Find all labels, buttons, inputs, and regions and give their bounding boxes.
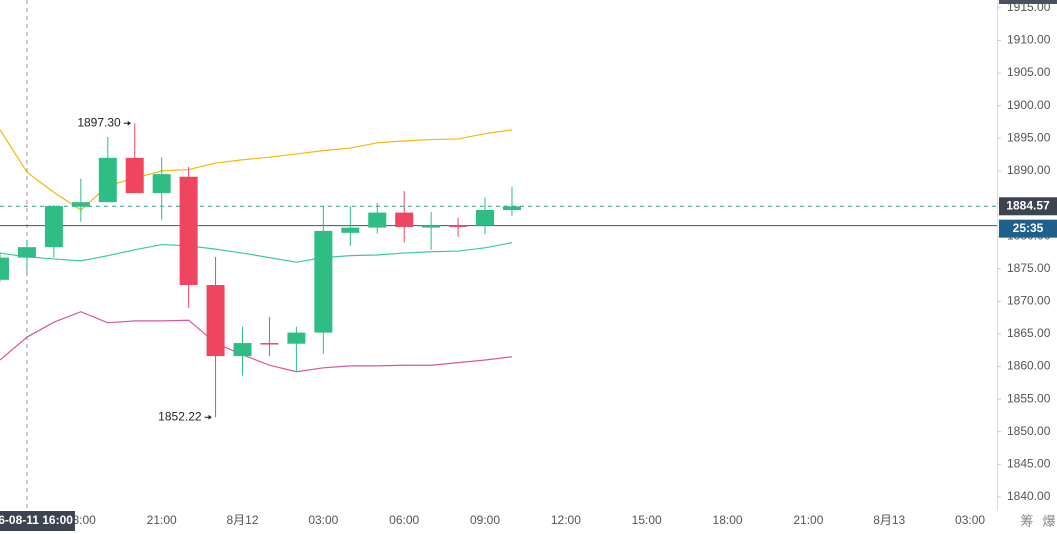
x-tick-label: 15:00: [632, 513, 662, 527]
corner-icon: 爆: [1042, 513, 1055, 528]
countdown-tag: [999, 219, 1057, 238]
x-tick-label: 8月12: [226, 513, 258, 527]
x-tick-label: 18:00: [713, 513, 743, 527]
y-tick-label: 1865.00: [1007, 326, 1051, 340]
candle-body: [98, 157, 117, 203]
y-tick-label: 1855.00: [1007, 391, 1051, 405]
countdown-label: 25:35: [1013, 221, 1044, 235]
y-tick-label: 1900.00: [1007, 98, 1051, 112]
band-line: [0, 242, 513, 263]
candle-body: [422, 225, 441, 228]
y-tick-label: 1915.00: [1007, 0, 1051, 14]
x-tick-label: 06:00: [389, 513, 419, 527]
extreme-label: 1852.22: [158, 409, 202, 423]
x-tick-label: 12:00: [551, 513, 581, 527]
y-tick-label: 1890.00: [1007, 163, 1051, 177]
top-price-tag: [999, 0, 1057, 4]
candle-body: [44, 206, 63, 248]
arrow-head: [127, 120, 131, 126]
candle-body: [314, 230, 333, 333]
y-tick-label: 1840.00: [1007, 489, 1051, 503]
x-tick-label: 03:00: [955, 513, 985, 527]
y-tick-label: 1875.00: [1007, 261, 1051, 275]
y-tick-label: 1895.00: [1007, 130, 1051, 144]
candle-body: [0, 257, 9, 280]
last-price-label: 1884.57: [1006, 198, 1050, 212]
candle-body: [125, 157, 144, 194]
candle-body: [502, 206, 521, 210]
x-tick-label: 8月13: [873, 513, 905, 527]
y-tick-label: 1850.00: [1007, 424, 1051, 438]
candle-body: [233, 343, 252, 357]
x-tick-label: 09:00: [470, 513, 500, 527]
candle-body: [206, 285, 225, 357]
candle-body: [152, 174, 171, 194]
candle-body: [17, 247, 36, 258]
y-tick-label: 1910.00: [1007, 33, 1051, 47]
y-tick-label: 1905.00: [1007, 65, 1051, 79]
band-line: [0, 311, 513, 373]
candle-body: [260, 343, 279, 345]
candle-body: [341, 227, 360, 233]
last-price-tag: [999, 197, 1057, 216]
candle-body: [476, 210, 495, 226]
y-tick-label: 1860.00: [1007, 359, 1051, 373]
extreme-label: 1897.30: [77, 115, 121, 129]
crosshair-label: 6-08-11 16:00: [0, 513, 73, 527]
candle-body: [71, 202, 90, 207]
corner-icon: 筹: [1020, 513, 1033, 528]
candle-body: [449, 225, 468, 227]
candle-body: [368, 212, 387, 228]
y-tick-label: 1845.00: [1007, 457, 1051, 471]
x-tick-label: 03:00: [308, 513, 338, 527]
y-tick-label: 1870.00: [1007, 293, 1051, 307]
crosshair-tag: [0, 511, 75, 531]
x-tick-label: 21:00: [147, 513, 177, 527]
candle-body: [287, 332, 306, 344]
x-tick-label: 21:00: [793, 513, 823, 527]
candle-body: [395, 212, 414, 227]
arrow-head: [208, 414, 212, 420]
candle-body: [179, 176, 198, 285]
